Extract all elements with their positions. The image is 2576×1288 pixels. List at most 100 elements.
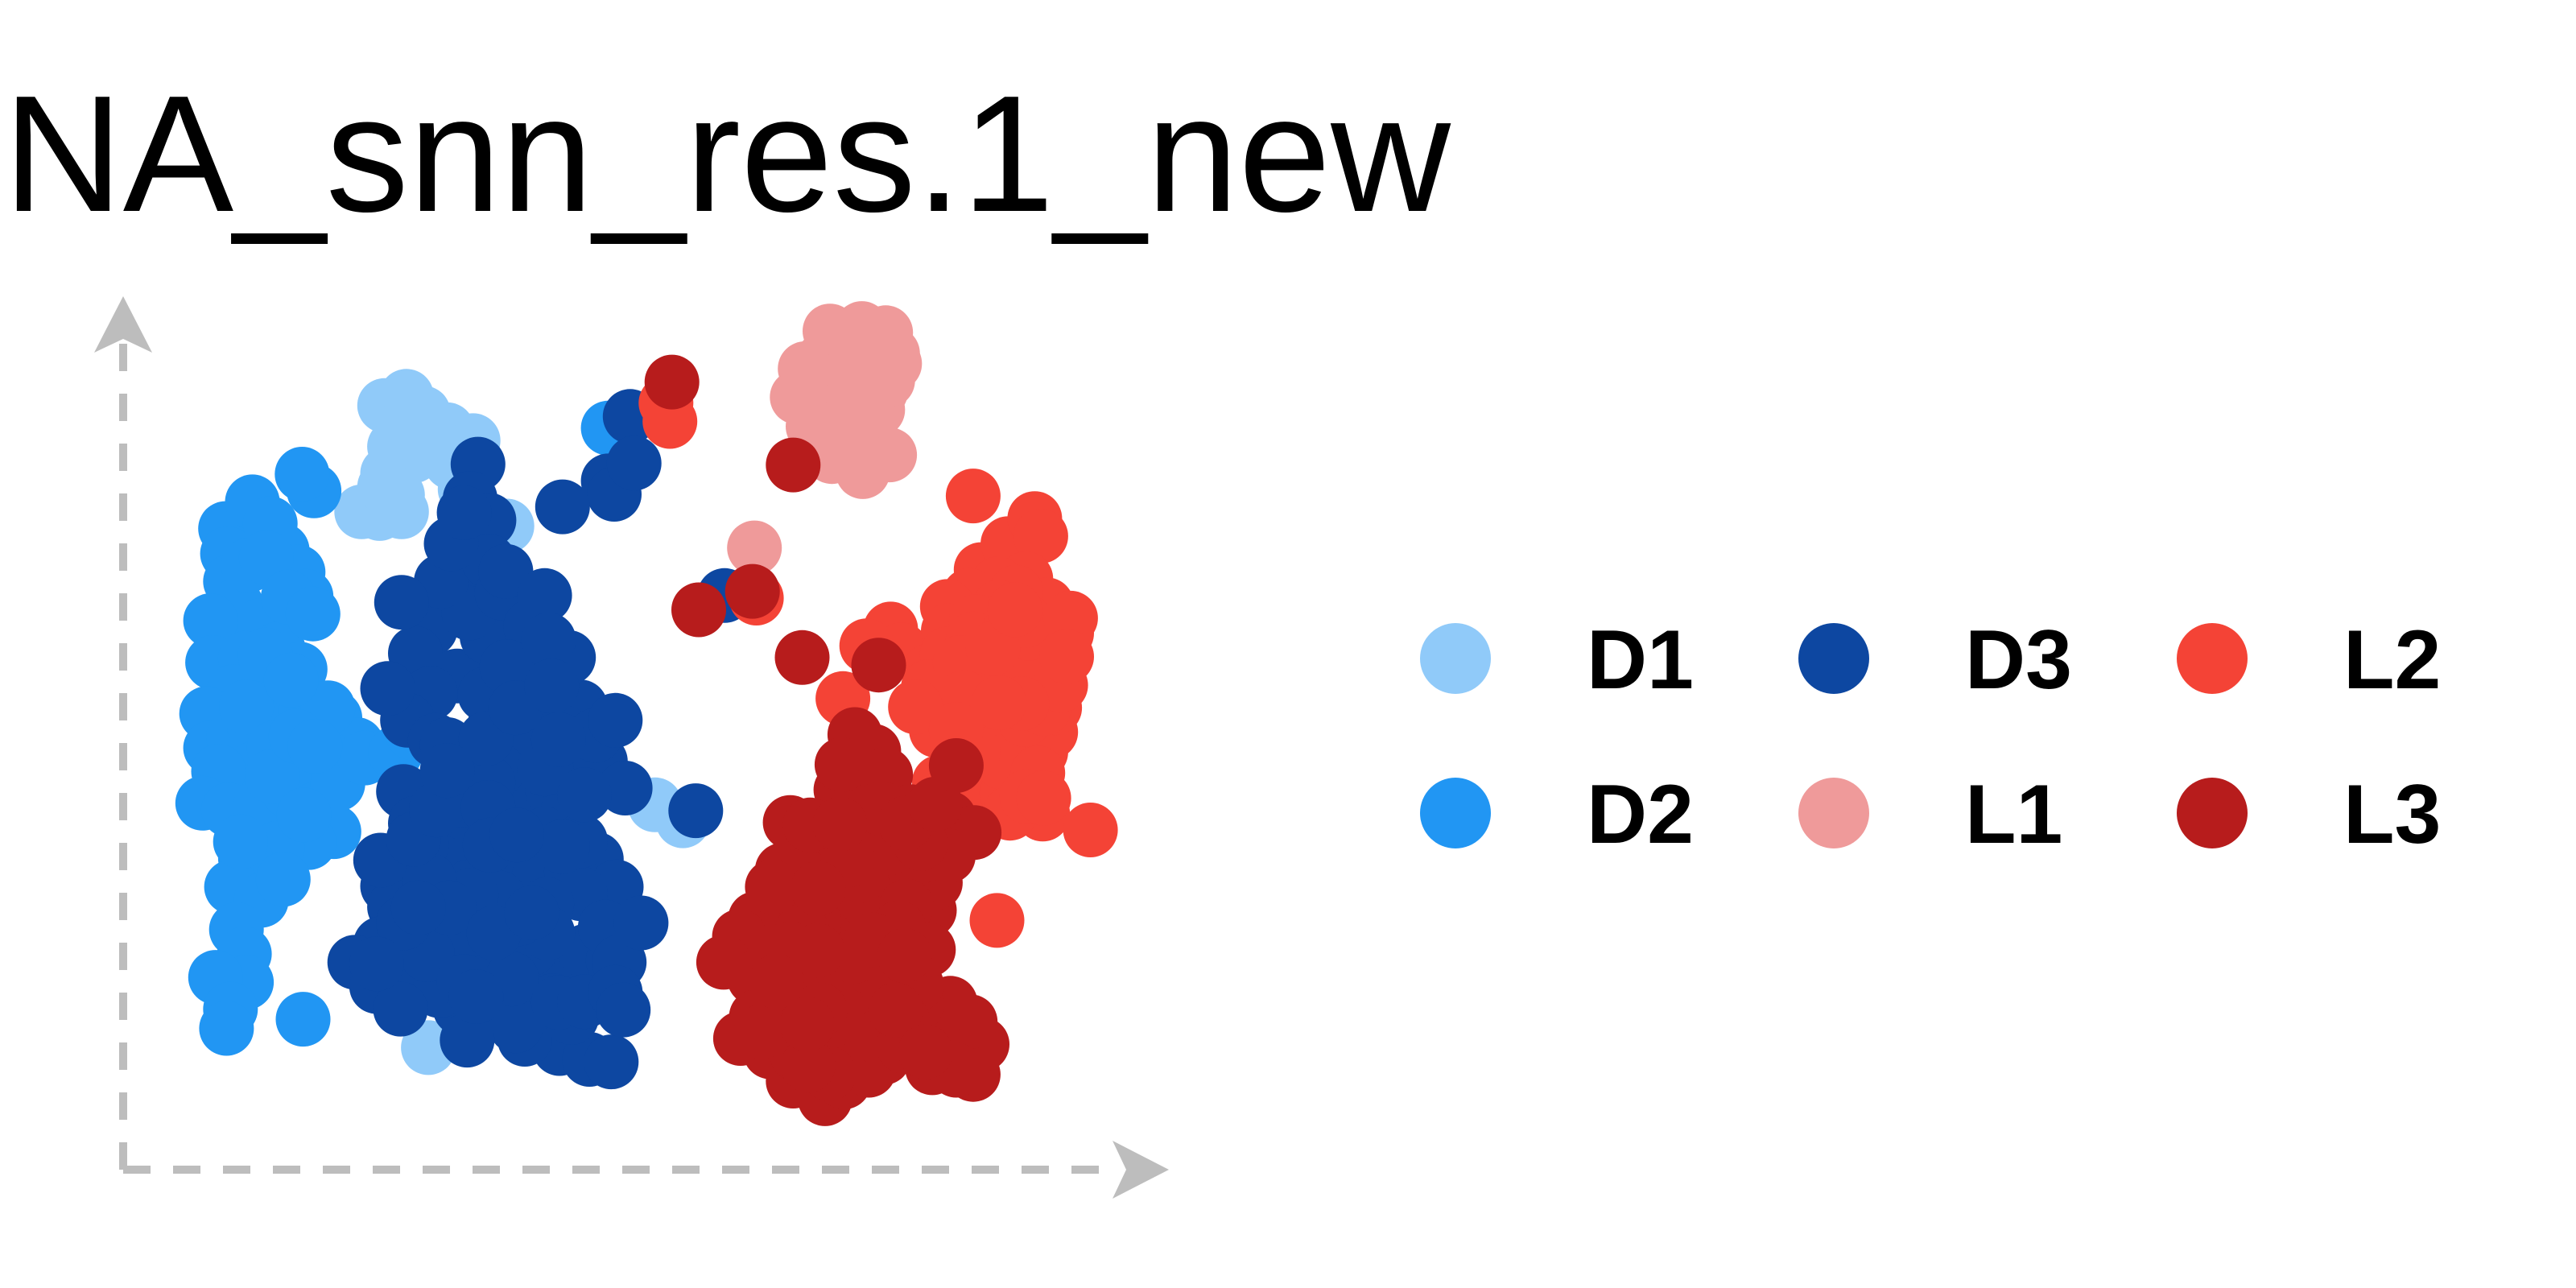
point-d2-1 [275, 447, 330, 502]
legend-label-l3: L3 [2343, 768, 2441, 861]
point-d2-12 [183, 593, 238, 648]
point-l3-0 [644, 354, 700, 410]
point-l1-27 [867, 336, 923, 391]
point-d3-102 [436, 485, 492, 540]
point-l2-73 [888, 679, 943, 735]
points-group [175, 301, 1118, 1126]
chart-title: NA_snn_res.1_new [3, 61, 1451, 246]
point-d3-128 [448, 969, 504, 1024]
point-d3-106 [521, 613, 576, 667]
point-l2-69 [1016, 770, 1071, 826]
point-d3-105 [517, 568, 572, 623]
point-l1-28 [815, 397, 871, 452]
point-d2-43 [255, 852, 311, 907]
point-d3-100 [374, 575, 429, 630]
x-axis-arrowhead [1113, 1141, 1169, 1199]
legend-swatch-l1 [1798, 778, 1869, 848]
legend-label-l1: L1 [1965, 768, 2062, 861]
point-d3-123 [535, 819, 590, 874]
point-l3-82 [780, 1038, 836, 1093]
point-l3-4 [774, 630, 830, 685]
point-d3-143 [390, 880, 446, 935]
point-d2-60 [219, 679, 275, 735]
series-l3 [644, 354, 1009, 1126]
point-d3-138 [668, 783, 724, 839]
point-d3-99 [360, 661, 415, 716]
legend: D1 D2 D3 L1 L2 L3 [1420, 613, 2441, 861]
series-d2 [175, 400, 636, 1056]
point-l3-1 [724, 564, 780, 619]
point-d3-83 [479, 639, 535, 695]
point-d2-59 [285, 586, 341, 642]
point-d3-117 [349, 936, 404, 992]
point-l3-92 [745, 859, 800, 914]
legend-swatch-l3 [2177, 778, 2248, 848]
point-l2-66 [972, 675, 1026, 730]
legend-swatch-d1 [1420, 623, 1491, 694]
point-l3-106 [749, 954, 804, 1009]
point-d3-142 [596, 982, 651, 1038]
legend-label-l2: L2 [2343, 613, 2441, 707]
point-l3-109 [898, 1024, 953, 1080]
point-d2-50 [275, 992, 331, 1047]
point-l3-103 [877, 928, 932, 983]
legend-label-d1: D1 [1587, 613, 1694, 707]
point-d3-111 [530, 712, 586, 767]
point-l2-74 [969, 893, 1025, 948]
point-d3-110 [597, 761, 653, 815]
series-d3 [327, 389, 753, 1090]
legend-label-d3: D3 [1965, 613, 2072, 707]
legend-item-l2: L2 [2177, 613, 2441, 707]
point-d2-69 [276, 787, 332, 843]
point-l2-60 [1063, 803, 1118, 857]
point-d3-107 [524, 658, 580, 714]
legend-item-l1: L1 [1798, 768, 2062, 861]
point-l3-105 [779, 997, 835, 1052]
point-l3-5 [851, 638, 906, 693]
point-l1-23 [778, 341, 833, 396]
legend-swatch-d2 [1420, 778, 1491, 848]
legend-item-d1: D1 [1420, 613, 1694, 707]
point-d3-121 [419, 743, 475, 799]
point-l3-108 [868, 982, 923, 1038]
point-d2-71 [263, 652, 319, 708]
point-l3-112 [928, 738, 984, 793]
point-d3-69 [440, 1013, 495, 1068]
point-l1-29 [727, 520, 782, 576]
point-l2-10 [1013, 509, 1068, 564]
point-d2-68 [213, 814, 268, 869]
point-d3-136 [606, 436, 662, 491]
point-d3-140 [504, 886, 559, 940]
y-axis-arrowhead [94, 296, 152, 353]
point-d3-132 [613, 895, 669, 951]
point-l2-1 [642, 394, 698, 449]
legend-label-d2: D2 [1587, 768, 1694, 861]
point-l2-70 [1039, 629, 1094, 684]
point-d1-20 [374, 484, 429, 539]
legend-item-l3: L3 [2177, 768, 2441, 861]
axes-group [94, 296, 1169, 1199]
point-l3-3 [671, 582, 726, 638]
point-l1-19 [862, 427, 918, 483]
point-d3-126 [489, 807, 544, 863]
legend-swatch-l2 [2177, 623, 2248, 694]
point-l3-101 [791, 861, 846, 916]
point-d2-49 [199, 1001, 254, 1056]
point-l3-77 [733, 1004, 789, 1059]
series-l1 [727, 301, 923, 576]
legend-item-d2: D2 [1420, 768, 1694, 861]
point-l2-65 [987, 582, 1042, 638]
point-l3-100 [812, 796, 868, 852]
point-d3-109 [588, 692, 643, 748]
point-d2-67 [287, 719, 343, 774]
point-l2-6 [945, 469, 1001, 524]
point-d3-66 [584, 1034, 639, 1090]
point-d3-124 [557, 767, 612, 823]
legend-item-d3: D3 [1798, 613, 2072, 707]
point-d3-63 [373, 981, 428, 1037]
point-d2-62 [245, 749, 300, 804]
point-d3-68 [488, 998, 543, 1054]
legend-swatch-d3 [1798, 623, 1869, 694]
